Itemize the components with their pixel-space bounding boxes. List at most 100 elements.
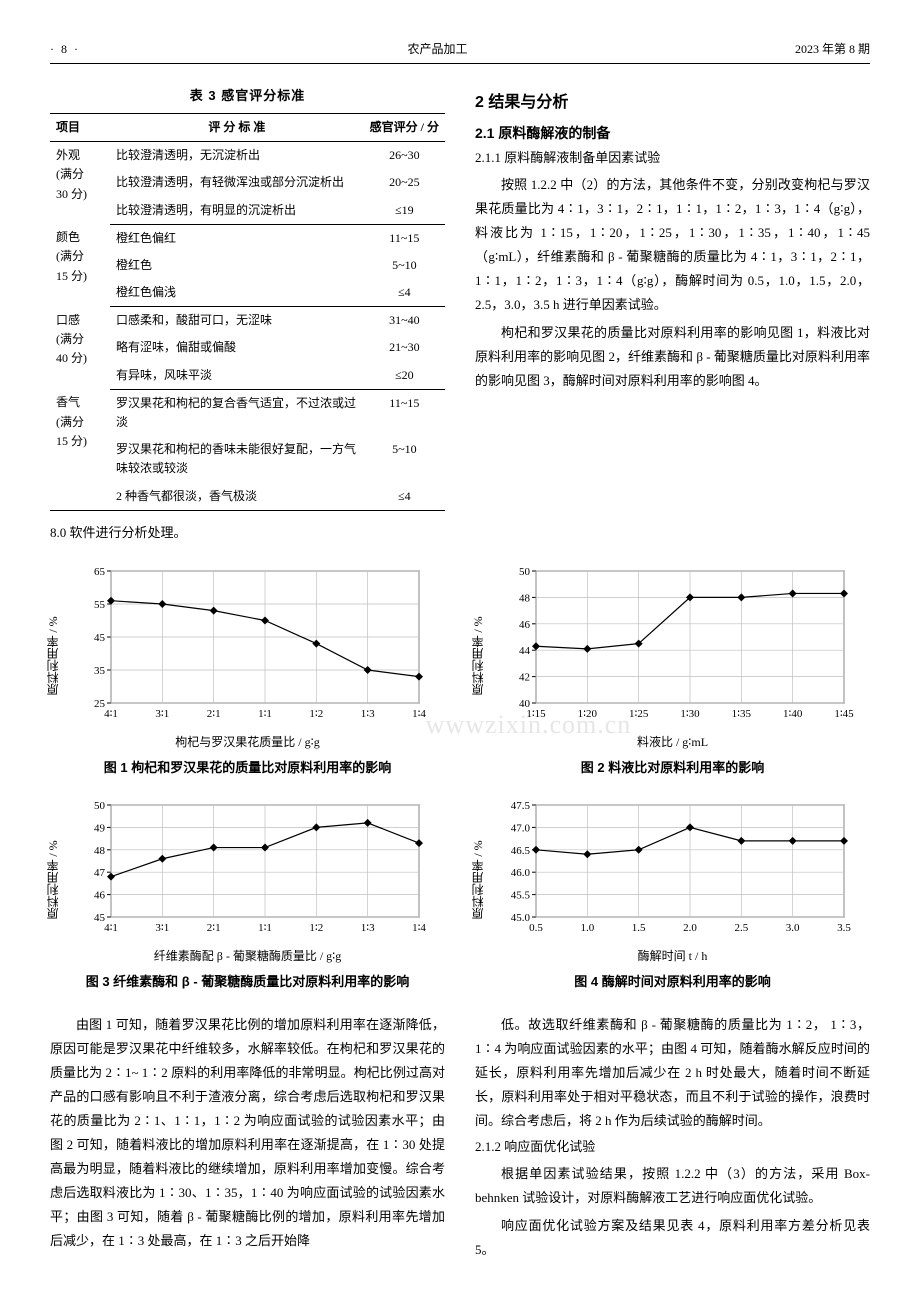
table-row: 有异味，风味平淡≤20	[50, 362, 445, 390]
table3-criterion: 有异味，风味平淡	[110, 362, 364, 390]
svg-text:35: 35	[94, 665, 106, 677]
table3-criterion: 比较澄清透明，有轻微浑浊或部分沉淀析出	[110, 169, 364, 196]
svg-text:47: 47	[94, 867, 106, 879]
table3-header-row: 项目 评 分 标 准 感官评分 / 分	[50, 113, 445, 141]
fig-row-2: 原料利用率 / % 4546474849504∶13∶12∶11∶11∶21∶3…	[50, 795, 870, 997]
table3-score: 20~25	[364, 169, 445, 196]
svg-text:46: 46	[94, 889, 106, 901]
table-row: 2 种香气都很淡，香气极淡≤4	[50, 483, 445, 511]
right-column-top: 2 结果与分析 2.1 原料酶解液的制备 2.1.1 原料酶解液制备单因素试验 …	[475, 82, 870, 549]
table3-criterion: 罗汉果花和枸杞的香味未能很好复配，一方气味较浓或较淡	[110, 436, 364, 482]
svg-text:42: 42	[519, 671, 530, 683]
section2-p2: 枸杞和罗汉果花的质量比对原料利用率的影响见图 1，料液比对原料利用率的影响见图 …	[475, 321, 870, 393]
table3-caption: 表 3 感官评分标准	[50, 86, 445, 107]
svg-text:47.0: 47.0	[510, 822, 530, 834]
svg-text:46.0: 46.0	[510, 867, 530, 879]
left-column-top: 表 3 感官评分标准 项目 评 分 标 准 感官评分 / 分 外观 (满分 30…	[50, 82, 445, 549]
svg-text:1∶40: 1∶40	[782, 708, 802, 720]
svg-text:1∶1: 1∶1	[258, 708, 272, 720]
table3-score: ≤19	[364, 197, 445, 225]
svg-text:1∶4: 1∶4	[412, 708, 426, 720]
svg-text:1∶35: 1∶35	[731, 708, 751, 720]
svg-text:1∶45: 1∶45	[834, 708, 854, 720]
fig2-cell: 原料利用率 / % 4042444648501∶151∶201∶251∶301∶…	[475, 561, 870, 783]
table3-score: ≤4	[364, 279, 445, 307]
svg-text:48: 48	[519, 592, 531, 604]
table-row: 比较澄清透明，有明显的沉淀析出≤19	[50, 197, 445, 225]
table3-item: 颜色 (满分 15 分)	[50, 224, 110, 307]
fig2-xlabel: 料液比 / g∶mL	[475, 733, 870, 752]
journal-name: 农产品加工	[407, 40, 467, 59]
table-row: 比较澄清透明，有轻微浑浊或部分沉淀析出20~25	[50, 169, 445, 196]
svg-text:55: 55	[94, 599, 106, 611]
svg-text:44: 44	[519, 645, 531, 657]
svg-text:1∶3: 1∶3	[360, 922, 374, 934]
table3-criterion: 橙红色偏浅	[110, 279, 364, 307]
table3-score: 31~40	[364, 307, 445, 335]
fig2-ylabel: 原料利用率 / %	[469, 617, 488, 696]
fig3-ylabel: 原料利用率 / %	[44, 841, 63, 920]
fig4-chart: 45.045.546.046.547.047.50.51.01.52.02.53…	[488, 795, 858, 945]
bottom-columns: 由图 1 可知，随着罗汉果花比例的增加原料利用率在逐渐降低，原因可能是罗汉果花中…	[50, 1009, 870, 1266]
table3: 项目 评 分 标 准 感官评分 / 分 外观 (满分 30 分)比较澄清透明，无…	[50, 113, 445, 511]
fig4-ylabel: 原料利用率 / %	[469, 841, 488, 920]
svg-text:1.5: 1.5	[631, 922, 645, 934]
svg-text:1∶2: 1∶2	[309, 708, 323, 720]
table-row: 略有涩味，偏甜或偏酸21~30	[50, 334, 445, 361]
section2-heading: 2 结果与分析	[475, 90, 870, 116]
svg-text:4∶1: 4∶1	[104, 708, 118, 720]
table-row: 颜色 (满分 15 分)橙红色偏红11~15	[50, 224, 445, 252]
table3-score: 11~15	[364, 224, 445, 252]
table-row: 罗汉果花和枸杞的香味未能很好复配，一方气味较浓或较淡5~10	[50, 436, 445, 482]
fig4-caption: 图 4 酶解时间对原料利用率的影响	[475, 972, 870, 993]
svg-text:1∶15: 1∶15	[526, 708, 546, 720]
svg-text:2.5: 2.5	[734, 922, 748, 934]
svg-text:3∶1: 3∶1	[155, 708, 169, 720]
table3-score: 5~10	[364, 436, 445, 482]
table-row: 橙红色偏浅≤4	[50, 279, 445, 307]
table3-col1: 评 分 标 准	[110, 113, 364, 141]
section2-p1: 按照 1.2.2 中（2）的方法，其他条件不变，分别改变枸杞与罗汉果花质量比为 …	[475, 173, 870, 317]
table3-score: 21~30	[364, 334, 445, 361]
table3-score: ≤20	[364, 362, 445, 390]
svg-text:3.5: 3.5	[837, 922, 851, 934]
table3-criterion: 比较澄清透明，无沉淀析出	[110, 142, 364, 170]
table3-item: 口感 (满分 40 分)	[50, 307, 110, 390]
fig1-caption: 图 1 枸杞和罗汉果花的质量比对原料利用率的影响	[50, 758, 445, 779]
table3-col0: 项目	[50, 113, 110, 141]
svg-text:65: 65	[94, 566, 106, 578]
top-columns: 表 3 感官评分标准 项目 评 分 标 准 感官评分 / 分 外观 (满分 30…	[50, 82, 870, 549]
table3-criterion: 罗汉果花和枸杞的复合香气适宜，不过浓或过淡	[110, 389, 364, 436]
discussion-right: 低。故选取纤维素酶和 β - 葡聚糖酶的质量比为 1∶2， 1∶3，1∶4 为响…	[475, 1009, 870, 1266]
svg-text:4∶1: 4∶1	[104, 922, 118, 934]
svg-text:1∶4: 1∶4	[412, 922, 426, 934]
fig3-cell: 原料利用率 / % 4546474849504∶13∶12∶11∶11∶21∶3…	[50, 795, 445, 997]
page-number: · 8 ·	[50, 40, 80, 59]
svg-text:45.0: 45.0	[510, 912, 530, 924]
svg-text:2∶1: 2∶1	[206, 708, 220, 720]
section2-1-heading: 2.1 原料酶解液的制备	[475, 122, 870, 144]
fig3-xlabel: 纤维素酶配 β - 葡聚糖酶质量比 / g∶g	[50, 947, 445, 966]
svg-text:1∶30: 1∶30	[680, 708, 700, 720]
svg-text:1∶1: 1∶1	[258, 922, 272, 934]
table3-score: 5~10	[364, 252, 445, 279]
section2-1-2-heading: 2.1.2 响应面优化试验	[475, 1137, 870, 1158]
table3-criterion: 橙红色偏红	[110, 224, 364, 252]
svg-text:47.5: 47.5	[510, 800, 530, 812]
table3-criterion: 2 种香气都很淡，香气极淡	[110, 483, 364, 511]
discussion-right-p: 低。故选取纤维素酶和 β - 葡聚糖酶的质量比为 1∶2， 1∶3，1∶4 为响…	[475, 1013, 870, 1133]
table3-criterion: 比较澄清透明，有明显的沉淀析出	[110, 197, 364, 225]
table3-score: 11~15	[364, 389, 445, 436]
table3-item: 香气 (满分 15 分)	[50, 389, 110, 510]
fig3-chart: 4546474849504∶13∶12∶11∶11∶21∶31∶4	[63, 795, 433, 945]
svg-text:49: 49	[94, 822, 106, 834]
table3-criterion: 口感柔和，酸甜可口，无涩味	[110, 307, 364, 335]
svg-text:1∶2: 1∶2	[309, 922, 323, 934]
svg-text:3.0: 3.0	[785, 922, 799, 934]
fig2-wrap: 原料利用率 / % 4042444648501∶151∶201∶251∶301∶…	[475, 561, 870, 752]
section2-1-1-heading: 2.1.1 原料酶解液制备单因素试验	[475, 148, 870, 169]
svg-text:45: 45	[94, 632, 106, 644]
table3-col2: 感官评分 / 分	[364, 113, 445, 141]
svg-text:46: 46	[519, 619, 531, 631]
sub12-p2: 响应面优化试验方案及结果见表 4，原料利用率方差分析见表 5。	[475, 1214, 870, 1262]
